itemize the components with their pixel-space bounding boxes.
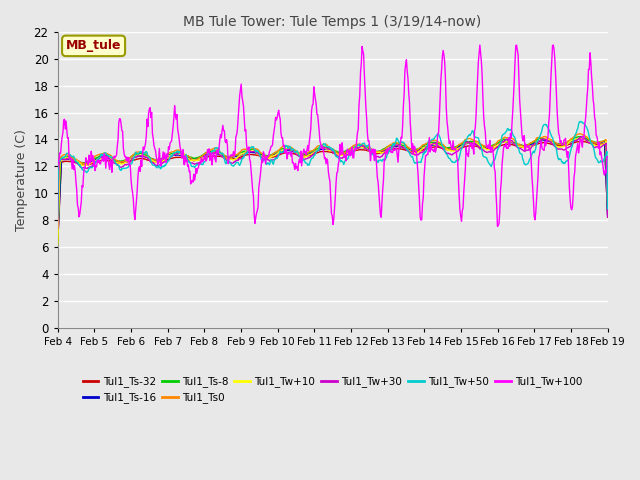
Legend: Tul1_Ts-32, Tul1_Ts-16, Tul1_Ts-8, Tul1_Ts0, Tul1_Tw+10, Tul1_Tw+30, Tul1_Tw+50,: Tul1_Ts-32, Tul1_Ts-16, Tul1_Ts-8, Tul1_… [79,372,587,408]
Y-axis label: Temperature (C): Temperature (C) [15,129,28,231]
Text: MB_tule: MB_tule [66,39,122,52]
Title: MB Tule Tower: Tule Temps 1 (3/19/14-now): MB Tule Tower: Tule Temps 1 (3/19/14-now… [184,15,482,29]
